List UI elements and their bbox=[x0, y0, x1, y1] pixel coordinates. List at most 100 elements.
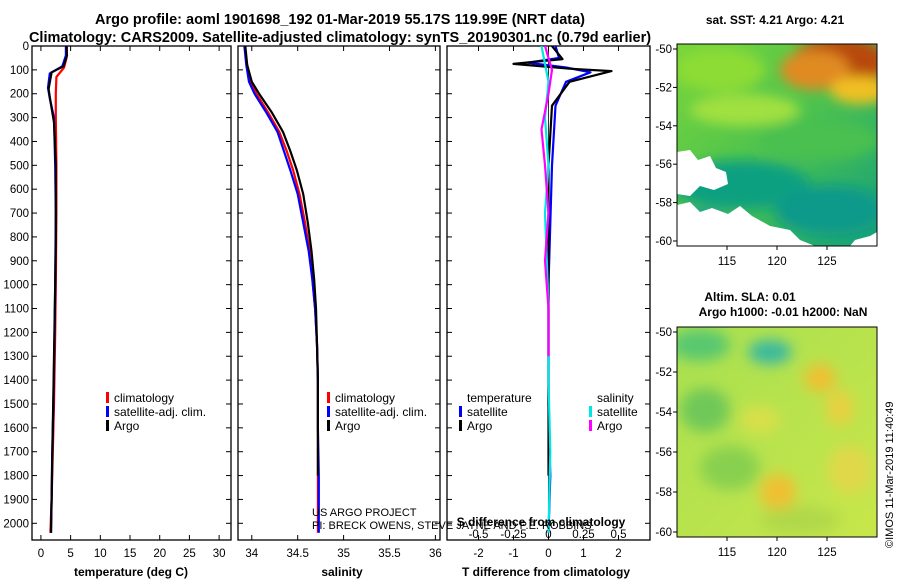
difference-depth-ticks bbox=[447, 45, 650, 524]
x-tick-label: 5 bbox=[67, 548, 73, 560]
depth-tick-label: 400 bbox=[10, 136, 29, 148]
legend-label-satellite: satellite-adj. clim. bbox=[114, 405, 206, 419]
sla-map-title-line1: Altim. SLA: 0.01 bbox=[704, 290, 796, 304]
depth-tick-label: 1700 bbox=[3, 447, 29, 459]
series-line-temperature-satellite bbox=[526, 46, 592, 533]
depth-tick-label: 100 bbox=[10, 65, 29, 77]
depth-tick-label: 1400 bbox=[3, 375, 29, 387]
lat-tick-label: -50 bbox=[655, 44, 672, 56]
legend-label-sal-argo: Argo bbox=[597, 419, 623, 433]
depth-tick-label: 1900 bbox=[3, 494, 29, 506]
depth-tick-label: 500 bbox=[10, 160, 29, 172]
salinity-panel-frame bbox=[237, 45, 441, 541]
top-tick-label: -0.5 bbox=[469, 529, 489, 541]
x-tick-label: 0 bbox=[38, 548, 44, 560]
difference-top-ticks: -0.5 -0.25 0 0.25 0.5 bbox=[469, 529, 627, 541]
lon-tick-label: 125 bbox=[817, 256, 836, 268]
sla-lon-ticks: 115 120 125 bbox=[718, 537, 837, 559]
x-tick-label: 0 bbox=[545, 548, 551, 560]
lat-tick-label: -52 bbox=[655, 82, 672, 94]
depth-tick-label: 1000 bbox=[3, 280, 29, 292]
x-tick-label: 35.5 bbox=[378, 548, 400, 560]
top-tick-label: 0.25 bbox=[572, 529, 594, 541]
depth-tick-label: 1600 bbox=[3, 423, 29, 435]
difference-top-axis-label: S difference from climatology bbox=[457, 515, 626, 529]
x-tick-label: 34 bbox=[245, 548, 258, 560]
lat-tick-label: -60 bbox=[655, 236, 672, 248]
lon-tick-label: 115 bbox=[718, 256, 736, 268]
legend-label-argo: Argo bbox=[335, 419, 361, 433]
sla-map-image bbox=[677, 327, 877, 537]
imos-stamp: ©IMOS 11-Mar-2019 11:40:49 bbox=[884, 402, 896, 549]
x-tick-label: 20 bbox=[153, 548, 166, 560]
depth-tick-label: 1100 bbox=[4, 304, 29, 316]
legend-label-satellite: satellite-adj. clim. bbox=[335, 405, 427, 419]
salinity-legend: climatology satellite-adj. clim. Argo bbox=[327, 391, 427, 433]
temperature-series bbox=[46, 46, 69, 533]
lon-tick-label: 120 bbox=[767, 547, 786, 559]
x-tick-label: 15 bbox=[124, 548, 137, 560]
depth-tick-label: 1800 bbox=[3, 471, 29, 483]
salinity-series bbox=[243, 46, 320, 533]
difference-legend-salinity: salinity satellite Argo bbox=[589, 391, 638, 433]
lat-tick-label: -50 bbox=[655, 327, 672, 339]
depth-tick-label: 1200 bbox=[3, 327, 29, 339]
x-tick-label: 25 bbox=[183, 548, 196, 560]
depth-tick-label: 300 bbox=[10, 113, 29, 125]
lat-tick-label: -54 bbox=[655, 121, 672, 133]
lon-tick-label: 120 bbox=[767, 256, 786, 268]
series-line-climatology bbox=[243, 46, 319, 533]
credit-pi: PI: BRECK OWENS, STEVE JAYNE AND P.E. RO… bbox=[312, 520, 592, 532]
difference-legend-temperature: temperature satellite Argo bbox=[459, 391, 532, 433]
series-line-satellite-adj-clim- bbox=[243, 46, 320, 533]
lat-tick-label: -52 bbox=[655, 367, 672, 379]
lat-tick-label: -56 bbox=[655, 447, 672, 459]
legend-swatch-satellite bbox=[106, 406, 109, 417]
legend-label-temp-argo: Argo bbox=[467, 419, 493, 433]
lon-tick-label: 115 bbox=[718, 547, 736, 559]
salinity-axis-label: salinity bbox=[321, 565, 363, 579]
sst-lat-ticks: -50 -52 -54 -56 -58 -60 bbox=[655, 44, 677, 248]
x-tick-label: -2 bbox=[473, 548, 483, 560]
series-line-satellite-adj-clim- bbox=[46, 46, 68, 533]
temperature-legend: climatology satellite-adj. clim. Argo bbox=[106, 391, 206, 433]
legend-swatch-temp-argo bbox=[459, 420, 462, 431]
lat-tick-label: -54 bbox=[655, 407, 672, 419]
legend-title-salinity: salinity bbox=[597, 391, 634, 405]
difference-series bbox=[512, 46, 613, 533]
lat-tick-label: -58 bbox=[655, 198, 672, 210]
depth-tick-label: 800 bbox=[10, 232, 29, 244]
credit-project: US ARGO PROJECT bbox=[312, 507, 417, 519]
difference-x-ticks: -2 -1 0 1 2 bbox=[473, 46, 622, 560]
temperature-panel-frame bbox=[31, 45, 232, 541]
depth-tick-label: 700 bbox=[10, 208, 29, 220]
series-line-argo bbox=[244, 46, 319, 476]
sla-map-title-line2: Argo h1000: -0.01 h2000: NaN bbox=[699, 305, 868, 319]
temperature-x-ticks: 0 5 10 15 20 25 30 bbox=[38, 46, 226, 560]
lat-tick-label: -56 bbox=[655, 159, 672, 171]
depth-tick-label: 600 bbox=[10, 184, 29, 196]
lon-tick-label: 125 bbox=[817, 547, 836, 559]
x-tick-label: 30 bbox=[213, 548, 226, 560]
temperature-depth-ticks: 0 100 200 300 400 500 600 700 800 900 1000 1100 1200… bbox=[3, 41, 231, 530]
lat-tick-label: -60 bbox=[655, 527, 672, 539]
legend-swatch-climatology bbox=[327, 392, 330, 403]
depth-tick-label: 1500 bbox=[3, 399, 29, 411]
sst-map-image bbox=[677, 44, 877, 246]
legend-swatch-argo bbox=[327, 420, 330, 431]
series-line-salinity-argo bbox=[540, 46, 554, 357]
legend-title-temperature: temperature bbox=[467, 391, 532, 405]
x-tick-label: 1 bbox=[580, 548, 586, 560]
x-tick-label: -1 bbox=[508, 548, 518, 560]
legend-swatch-temp-satellite bbox=[459, 406, 462, 417]
sst-lon-ticks: 115 120 125 bbox=[718, 246, 837, 268]
legend-swatch-argo bbox=[106, 420, 109, 431]
salinity-x-ticks: 34 34.5 35 35.5 36 bbox=[245, 46, 442, 560]
salinity-depth-ticks bbox=[238, 45, 440, 524]
lat-tick-label: -58 bbox=[655, 487, 672, 499]
x-tick-label: 36 bbox=[429, 548, 442, 560]
legend-label-climatology: climatology bbox=[114, 391, 174, 405]
depth-tick-label: 2000 bbox=[3, 518, 29, 530]
series-line-argo bbox=[47, 46, 69, 533]
legend-label-temp-satellite: satellite bbox=[467, 405, 508, 419]
